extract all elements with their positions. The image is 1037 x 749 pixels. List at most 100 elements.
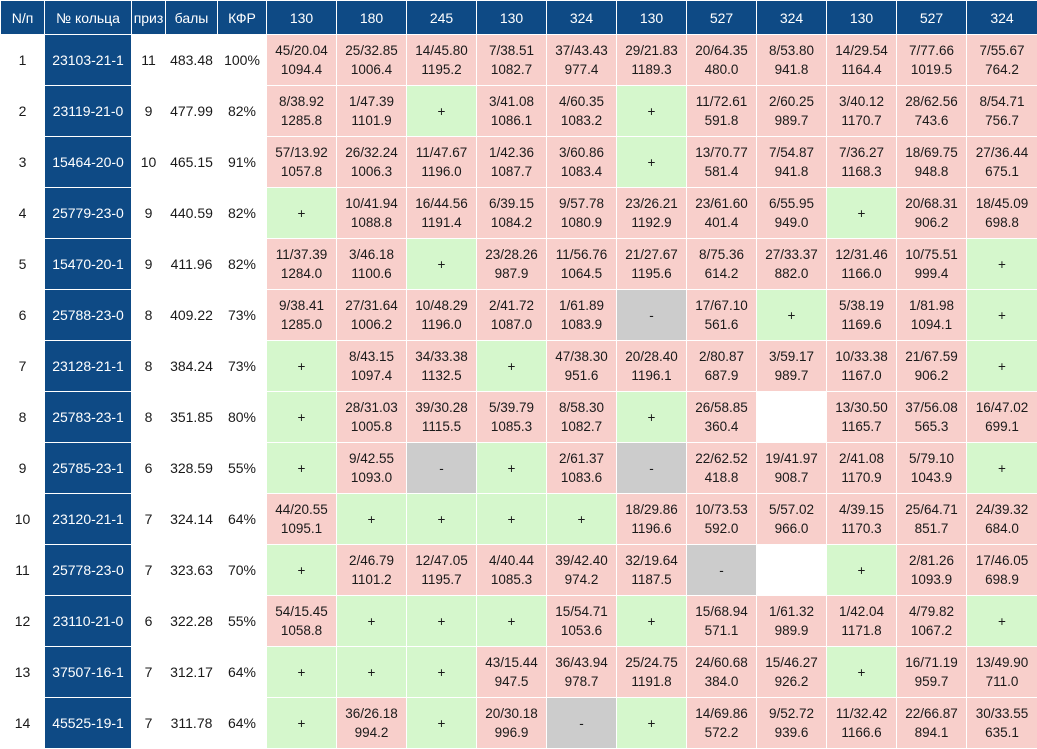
ring-number[interactable]: 37507-16-1 — [45, 647, 132, 698]
header-race[interactable]: 180 — [337, 1, 407, 35]
header-race[interactable]: 324 — [547, 1, 617, 35]
ring-number[interactable]: 45525-19-1 — [45, 698, 132, 749]
header-kfr[interactable]: КФР — [218, 1, 267, 35]
ring-number[interactable]: 23128-21-1 — [45, 341, 132, 392]
header-score[interactable]: балы — [166, 1, 218, 35]
result-line-2: 1164.4 — [827, 60, 896, 79]
race-result-cell — [757, 392, 827, 443]
score-value: 384.24 — [166, 341, 218, 392]
ring-number[interactable]: 15470-20-1 — [45, 239, 132, 290]
result-line-2: 418.8 — [687, 468, 756, 487]
header-race[interactable]: 245 — [407, 1, 477, 35]
ring-number[interactable]: 25788-23-0 — [45, 290, 132, 341]
result-line-1: 14/29.54 — [827, 41, 896, 60]
result-line-1: 16/71.19 — [897, 653, 966, 672]
result-line-1: 21/27.67 — [617, 245, 686, 264]
result-line-1: 36/26.18 — [337, 704, 406, 723]
result-line-1: + — [827, 663, 896, 682]
result-line-1: 20/28.40 — [617, 347, 686, 366]
header-race[interactable]: 324 — [967, 1, 1037, 35]
result-line-1: + — [967, 357, 1037, 376]
ring-number[interactable]: 15464-20-0 — [45, 137, 132, 188]
header-race[interactable]: 130 — [267, 1, 337, 35]
prize-count: 8 — [132, 290, 166, 341]
header-num[interactable]: N/п — [1, 1, 45, 35]
result-line-2: 1067.2 — [897, 621, 966, 640]
result-line-2: 926.2 — [757, 672, 826, 691]
header-ring[interactable]: № кольца — [45, 1, 132, 35]
score-value: 351.85 — [166, 392, 218, 443]
result-line-1: 36/43.94 — [547, 653, 616, 672]
ring-number[interactable]: 25779-23-0 — [45, 188, 132, 239]
result-line-2: 1058.8 — [267, 621, 336, 640]
header-race[interactable]: 527 — [687, 1, 757, 35]
ring-number[interactable]: 23119-21-0 — [45, 86, 132, 137]
header-race[interactable]: 130 — [617, 1, 687, 35]
result-line-1: 5/39.79 — [477, 398, 546, 417]
result-line-1: 1/42.36 — [477, 143, 546, 162]
result-line-2: 977.4 — [547, 60, 616, 79]
result-line-2: 999.4 — [897, 264, 966, 283]
result-line-2: 949.0 — [757, 213, 826, 232]
result-line-2: 1196.0 — [407, 315, 476, 334]
result-line-2: 1195.7 — [407, 570, 476, 589]
ring-number[interactable]: 25778-23-0 — [45, 545, 132, 596]
result-line-2: 699.1 — [967, 417, 1037, 436]
ring-number[interactable]: 23103-21-1 — [45, 35, 132, 86]
result-line-1: 7/77.66 — [897, 41, 966, 60]
header-prizes[interactable]: приз — [132, 1, 166, 35]
race-result-cell: + — [617, 596, 687, 647]
ring-number[interactable]: 23110-21-0 — [45, 596, 132, 647]
result-line-1: + — [267, 459, 336, 478]
result-line-2: 1170.9 — [827, 468, 896, 487]
ring-number[interactable]: 25785-23-1 — [45, 443, 132, 494]
ring-number[interactable]: 23120-21-1 — [45, 494, 132, 545]
result-line-2: 592.0 — [687, 519, 756, 538]
race-result-cell: + — [267, 341, 337, 392]
result-line-1: + — [967, 306, 1037, 325]
result-line-1: 16/47.02 — [967, 398, 1037, 417]
result-line-2: 1088.8 — [337, 213, 406, 232]
header-race[interactable]: 527 — [897, 1, 967, 35]
result-line-2: 1132.5 — [407, 366, 476, 385]
header-race[interactable]: 130 — [827, 1, 897, 35]
race-result-cell: + — [407, 494, 477, 545]
result-line-1: 11/32.42 — [827, 704, 896, 723]
result-line-1: + — [267, 408, 336, 427]
race-result-cell: + — [477, 341, 547, 392]
header-race[interactable]: 324 — [757, 1, 827, 35]
ring-number[interactable]: 25783-23-1 — [45, 392, 132, 443]
race-result-cell: + — [267, 443, 337, 494]
result-line-1: + — [407, 510, 476, 529]
result-line-2: 1085.3 — [477, 570, 546, 589]
race-result-cell: + — [547, 494, 617, 545]
header-race[interactable]: 130 — [477, 1, 547, 35]
result-line-1: 18/45.09 — [967, 194, 1037, 213]
prize-count: 7 — [132, 647, 166, 698]
result-line-1: 11/47.67 — [407, 143, 476, 162]
result-line-1: 47/38.30 — [547, 347, 616, 366]
